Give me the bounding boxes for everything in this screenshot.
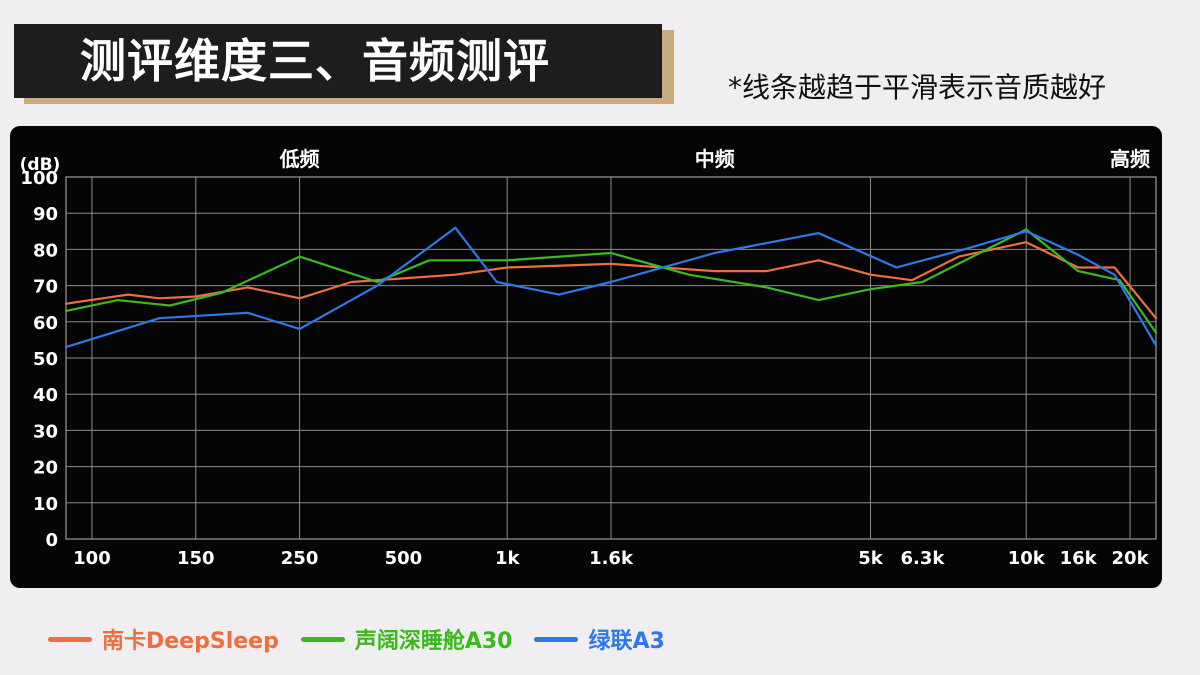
y-tick-label: 20	[33, 458, 58, 479]
legend-label: 绿联A3	[588, 629, 665, 654]
series-line-1	[64, 241, 1158, 320]
page-title: 测评维度三、音频测评	[14, 24, 662, 98]
legend-swatch	[534, 636, 579, 642]
legend-label: 声阔深睡舱A30	[354, 629, 513, 654]
chart-legend: 南卡DeepSleep 声阔深睡舱A30 绿联A3	[48, 624, 687, 654]
title-banner: 测评维度三、音频测评	[14, 24, 674, 104]
x-tick-label: 5k	[858, 548, 884, 569]
legend-label: 南卡DeepSleep	[102, 629, 279, 654]
series-line-2	[64, 228, 1158, 334]
x-tick-label: 250	[281, 548, 319, 569]
x-tick-label: 500	[385, 548, 423, 569]
y-tick-label: 40	[33, 385, 58, 406]
band-label: 低频	[279, 147, 320, 171]
series-line-3	[64, 226, 1158, 349]
y-tick-label: 50	[33, 349, 58, 370]
chart-note: *线条越趋于平滑表示音质越好	[728, 71, 1107, 104]
legend-swatch	[48, 636, 92, 642]
y-tick-label: 10	[33, 494, 58, 515]
band-label: 中频	[695, 147, 735, 171]
legend-item: 南卡DeepSleep	[48, 623, 279, 655]
y-tick-label: 80	[33, 240, 58, 261]
x-tick-label: 16k	[1060, 548, 1098, 569]
x-tick-label: 20k	[1112, 548, 1150, 569]
x-tick-label: 100	[73, 548, 111, 569]
x-tick-label: 150	[177, 548, 215, 569]
legend-item: 声阔深睡舱A30	[300, 623, 513, 655]
y-tick-label: 90	[33, 204, 58, 225]
legend-item: 绿联A3	[534, 623, 665, 655]
x-tick-label: 1.6k	[589, 548, 634, 569]
y-tick-label: 0	[45, 530, 58, 551]
y-tick-label: 30	[33, 421, 58, 442]
chart-panel: 0 10 20 30 40 50 60 70 80 90 100 100 150 250 500 1k 1.6k…	[10, 126, 1162, 588]
y-axis-label: (dB)	[20, 155, 61, 175]
x-tick-label: 10k	[1008, 548, 1046, 569]
y-tick-label: 100	[20, 168, 58, 189]
x-tick-label: 1k	[495, 548, 521, 569]
y-tick-label: 70	[33, 277, 58, 298]
y-tick-label: 60	[33, 313, 58, 334]
x-tick-label: 6.3k	[900, 548, 945, 569]
band-label: 高频	[1110, 147, 1150, 171]
frequency-response-chart: 0 10 20 30 40 50 60 70 80 90 100 100 150 250 500 1k 1.6k…	[20, 147, 1158, 569]
legend-swatch	[300, 636, 345, 642]
